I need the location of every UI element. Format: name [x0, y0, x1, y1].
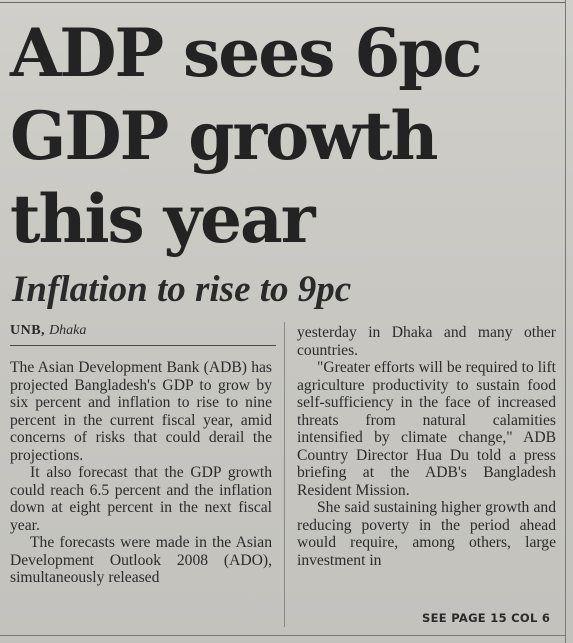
paragraph: The Asian Development Bank (ADB) has pro…	[10, 359, 272, 464]
right-border-rule	[565, 0, 566, 643]
headline-line-3: this year	[10, 180, 316, 258]
paragraph: "Greater efforts will be required to lif…	[297, 359, 556, 499]
byline: UNB, Dhaka	[10, 322, 86, 340]
continued-on-page-line: SEE PAGE 15 COL 6	[422, 611, 551, 625]
byline-place: Dhaka	[49, 323, 87, 338]
subheadline: Inflation to rise to 9pc	[12, 269, 352, 310]
headline-line-1: ADP sees 6pc	[10, 14, 483, 92]
headline: ADP sees 6pc GDP growth this year	[10, 12, 560, 261]
column-divider	[284, 322, 285, 627]
paragraph: It also forecast that the GDP growth cou…	[10, 464, 272, 534]
top-border-rule	[0, 2, 565, 3]
byline-rule	[10, 345, 276, 346]
headline-line-2: GDP growth	[10, 97, 438, 175]
bottom-border-rule	[0, 635, 565, 636]
right-column: yesterday in Dhaka and many other countr…	[297, 324, 556, 569]
paragraph: The forecasts were made in the Asian Dev…	[10, 534, 272, 586]
paragraph: yesterday in Dhaka and many other countr…	[297, 324, 556, 359]
byline-agency: UNB,	[10, 323, 46, 338]
left-column: The Asian Development Bank (ADB) has pro…	[10, 359, 272, 587]
paragraph: She said sustaining higher growth and re…	[297, 499, 556, 569]
